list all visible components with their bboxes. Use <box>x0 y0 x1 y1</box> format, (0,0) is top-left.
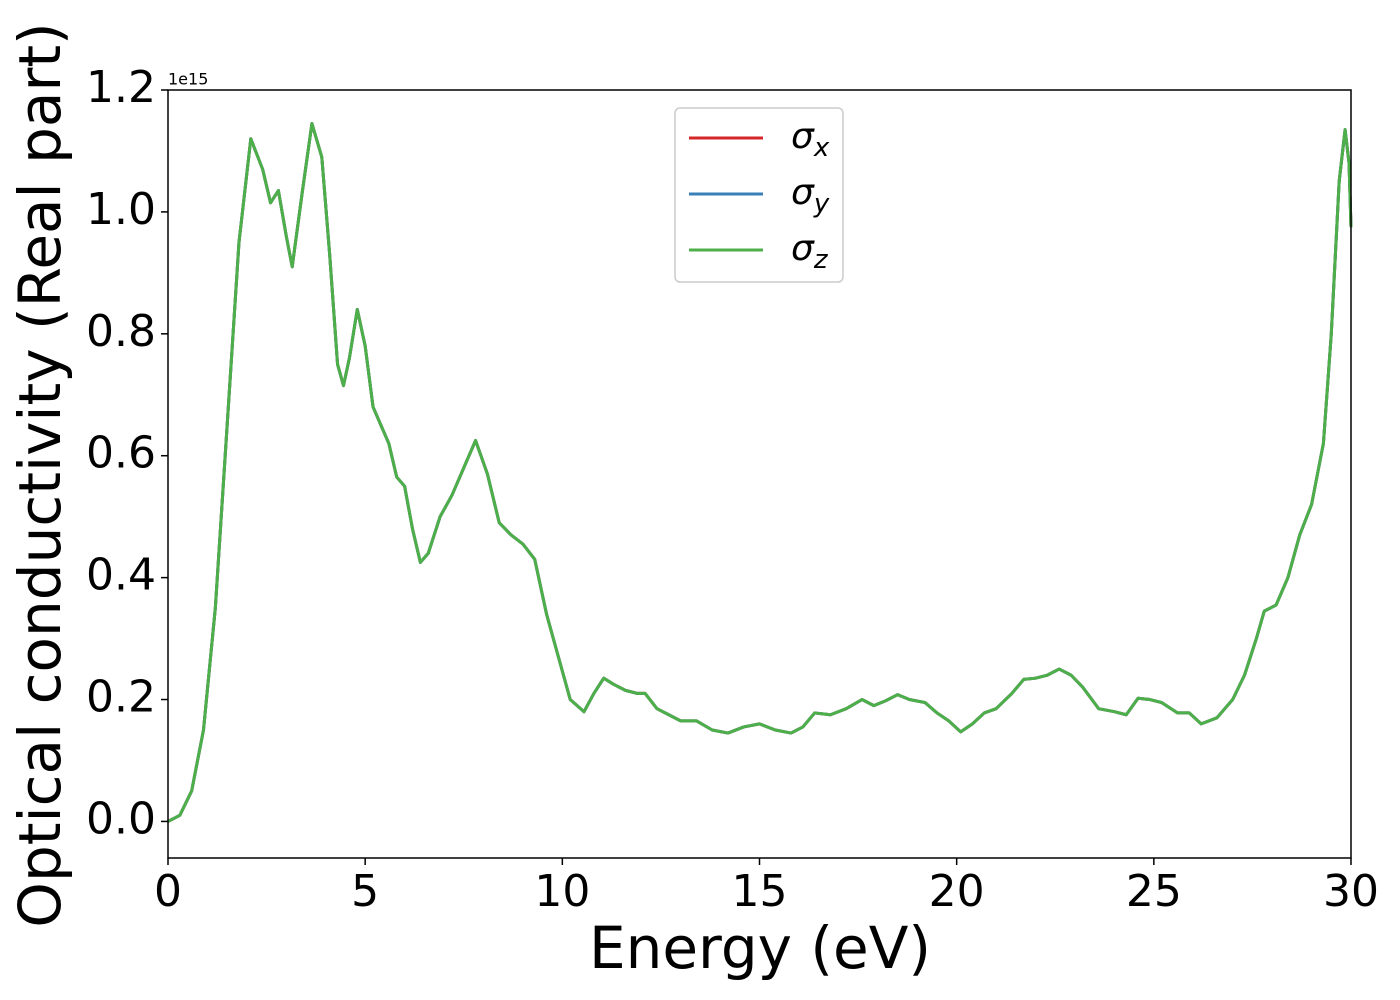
x-tick-label: 15 <box>732 866 788 917</box>
y-tick-label: 0.2 <box>86 672 156 723</box>
y-tick-label: 0.8 <box>86 306 156 357</box>
y-tick-label: 1.0 <box>86 184 156 235</box>
y-axis-label: Optical conductivity (Real part) <box>6 22 74 927</box>
y-offset-label: 1e15 <box>168 70 208 89</box>
y-tick-label: 0.4 <box>86 550 156 601</box>
x-tick-label: 25 <box>1126 866 1182 917</box>
y-tick-label: 1.2 <box>86 62 156 113</box>
legend-label: σz <box>791 228 829 275</box>
data-line <box>167 122 1353 823</box>
y-tick-label: 0.6 <box>86 428 156 479</box>
x-tick-label: 20 <box>929 866 985 917</box>
x-tick-label: 0 <box>154 866 182 917</box>
x-tick-label: 10 <box>534 866 590 917</box>
y-tick-label: 0.0 <box>86 793 156 844</box>
x-tick-label: 5 <box>351 866 379 917</box>
x-tick-label: 30 <box>1323 866 1379 917</box>
plot-frame <box>167 89 1352 859</box>
x-axis-label: Energy (eV) <box>589 914 931 982</box>
